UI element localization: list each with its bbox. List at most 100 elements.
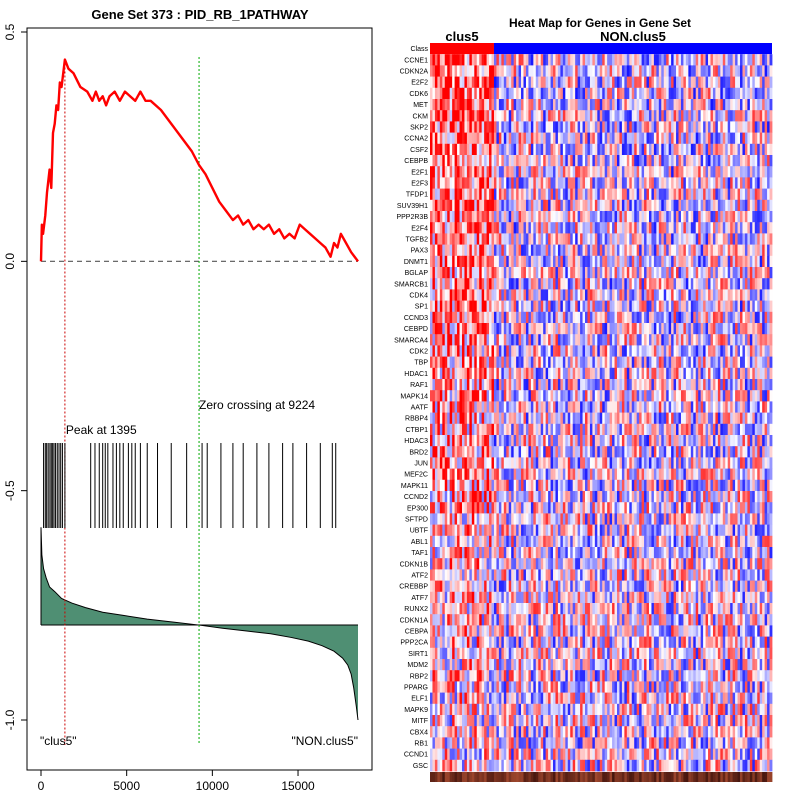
heatmap-cell (733, 413, 736, 425)
heatmap-cell (730, 121, 733, 133)
heatmap-cell (462, 289, 465, 301)
heatmap-cell (496, 189, 499, 201)
heatmap-cell (442, 166, 445, 178)
heatmap-cell (519, 177, 522, 189)
heatmap-cell (472, 334, 475, 346)
heatmap-cell (706, 99, 709, 111)
heatmap-cell (607, 312, 610, 324)
heatmap-cell (555, 77, 558, 89)
heatmap-cell (713, 200, 716, 212)
heatmap-cell (447, 200, 450, 212)
heatmap-cell (693, 144, 696, 156)
heatmap-cell (524, 334, 527, 346)
heatmap-cell (514, 99, 517, 111)
heatmap-cell (585, 88, 588, 100)
heatmap-cell (548, 267, 551, 279)
heatmap-cell (585, 278, 588, 290)
heatmap-cell (681, 357, 684, 369)
heatmap-cell (683, 245, 686, 257)
heatmap-cell (578, 278, 581, 290)
heatmap-cell (440, 345, 443, 357)
heatmap-cell (752, 245, 755, 257)
heatmap-cell (674, 289, 677, 301)
heatmap-cell (698, 368, 701, 380)
heatmap-cell (435, 189, 438, 201)
heatmap-cell (563, 121, 566, 133)
heatmap-cell (432, 65, 435, 77)
heatmap-cell (452, 222, 455, 234)
heatmap-cell (514, 345, 517, 357)
heatmap-cell (573, 189, 576, 201)
heatmap-cell (492, 133, 495, 145)
heatmap-cell (612, 345, 615, 357)
heatmap-cell (659, 379, 662, 391)
heatmap-cell (637, 77, 640, 89)
heatmap-cell (713, 312, 716, 324)
heatmap-cell (563, 189, 566, 201)
heatmap-cell (718, 121, 721, 133)
heatmap-cell (619, 233, 622, 245)
heatmap-cell (519, 88, 522, 100)
heatmap-cell (607, 88, 610, 100)
heatmap-cell (671, 301, 674, 313)
heatmap-cell (487, 77, 490, 89)
heatmap-cell (762, 133, 765, 145)
heatmap-cell (509, 88, 512, 100)
heatmap-cell (526, 233, 529, 245)
heatmap-cell (440, 155, 443, 167)
heatmap-cell (506, 278, 509, 290)
heatmap-cell (637, 189, 640, 201)
heatmap-cell (541, 222, 544, 234)
heatmap-cell (770, 435, 773, 447)
heatmap-cell (693, 401, 696, 413)
heatmap-cell (612, 357, 615, 369)
heatmap-cell (762, 222, 765, 234)
heatmap-cell (664, 357, 667, 369)
heatmap-cell (615, 54, 618, 66)
heatmap-cell (575, 345, 578, 357)
heatmap-cell (698, 301, 701, 313)
heatmap-cell (602, 278, 605, 290)
heatmap-cell (469, 424, 472, 436)
heatmap-cell (617, 222, 620, 234)
heatmap-cell (538, 133, 541, 145)
heatmap-cell (570, 345, 573, 357)
heatmap-cell (666, 233, 669, 245)
heatmap-cell (445, 65, 448, 77)
heatmap-cell (538, 379, 541, 391)
heatmap-cell (494, 155, 497, 167)
heatmap-cell (462, 233, 465, 245)
heatmap-cell (605, 200, 608, 212)
heatmap-cell (629, 166, 632, 178)
heatmap-cell (570, 77, 573, 89)
heatmap-cell (659, 357, 662, 369)
heatmap-cell (632, 222, 635, 234)
heatmap-cell (526, 155, 529, 167)
heatmap-cell (661, 54, 664, 66)
heatmap-cell (619, 222, 622, 234)
heatmap-cell (482, 256, 485, 268)
heatmap-cell (595, 144, 598, 156)
heatmap-cell (715, 222, 718, 234)
heatmap-cell (464, 121, 467, 133)
heatmap-cell (730, 189, 733, 201)
heatmap-cell (482, 121, 485, 133)
heatmap-cell (457, 267, 460, 279)
heatmap-cell (639, 144, 642, 156)
heatmap-cell (637, 211, 640, 223)
heatmap-cell (762, 334, 765, 346)
heatmap-cell (757, 54, 760, 66)
heatmap-cell (649, 144, 652, 156)
heatmap-cell (728, 390, 731, 402)
heatmap-cell (627, 99, 630, 111)
heatmap-cell (509, 245, 512, 257)
heatmap-cell (565, 233, 568, 245)
heatmap-cell (546, 211, 549, 223)
heatmap-cell (725, 233, 728, 245)
heatmap-cell (536, 245, 539, 257)
heatmap-cell (765, 110, 768, 122)
heatmap-cell (696, 368, 699, 380)
heatmap-cell (536, 301, 539, 313)
heatmap-cell (747, 368, 750, 380)
heatmap-cell (432, 323, 435, 335)
